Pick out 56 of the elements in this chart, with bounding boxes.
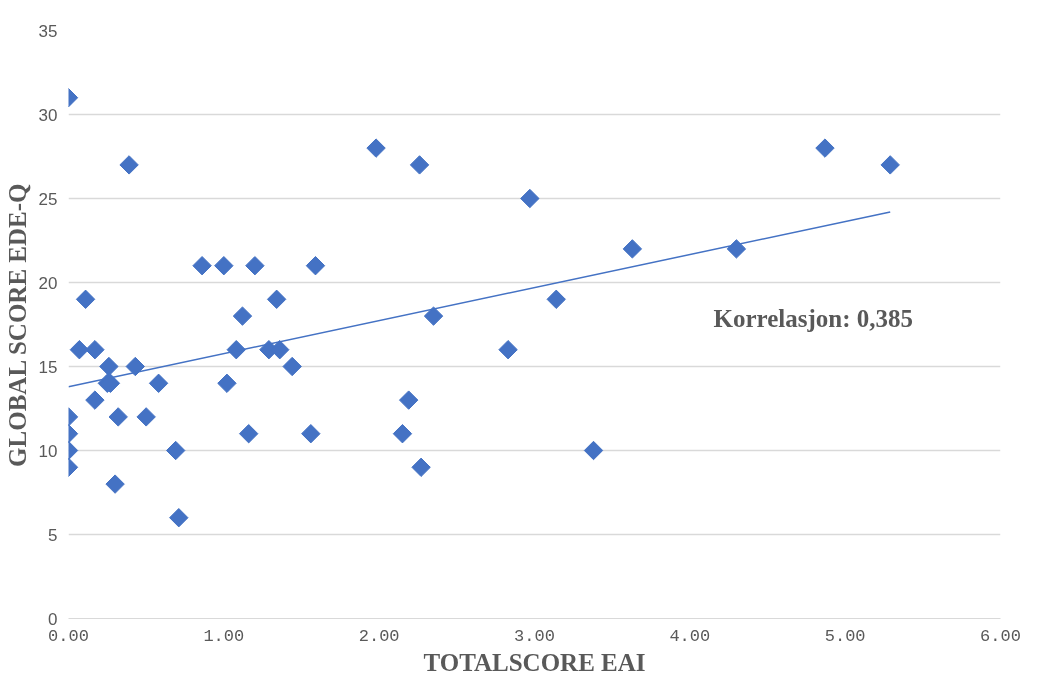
y-tick-label: 30	[38, 105, 58, 125]
point	[192, 256, 212, 276]
point	[245, 256, 265, 276]
point	[226, 340, 246, 360]
point	[99, 356, 119, 377]
point	[217, 373, 237, 393]
point	[622, 239, 643, 259]
point	[398, 390, 419, 410]
x-tick-label: 2.00	[358, 626, 400, 646]
annotation: Korrelasjon: 0,385	[713, 305, 914, 332]
point	[214, 256, 234, 276]
point	[108, 407, 128, 427]
point	[815, 138, 835, 158]
point	[880, 155, 900, 175]
point	[366, 138, 386, 158]
point	[423, 306, 444, 326]
point	[119, 155, 139, 175]
point	[232, 306, 253, 326]
x-tick-label: 4.00	[669, 626, 711, 646]
y-tick-label: 10	[38, 441, 58, 461]
point	[148, 373, 169, 393]
point	[238, 424, 259, 444]
point	[546, 289, 566, 309]
x-tick-label: 3.00	[514, 626, 555, 646]
point	[301, 424, 321, 444]
y-tick-label: 0	[48, 609, 58, 629]
point	[520, 188, 540, 209]
point	[583, 440, 604, 461]
point	[169, 508, 189, 528]
y-axis-title: GLOBAL SCORE EDE-Q	[3, 183, 31, 467]
x-axis-title: TOTALSCORE EAI	[423, 648, 646, 676]
x-tick-label: 1.00	[203, 626, 245, 646]
point	[392, 424, 413, 444]
point	[105, 474, 125, 494]
point	[282, 356, 302, 377]
x-tick-label: 5.00	[824, 626, 866, 646]
x-tick-label: 0.00	[48, 626, 89, 646]
point	[409, 155, 430, 175]
point	[125, 356, 145, 377]
y-tick-label: 5	[48, 525, 58, 545]
x-tick-label: 6.00	[980, 626, 1021, 646]
point	[69, 340, 90, 360]
point	[266, 289, 287, 309]
point	[498, 340, 518, 360]
y-tick-label: 25	[38, 189, 58, 209]
point	[726, 239, 747, 259]
point	[165, 440, 186, 461]
point	[85, 390, 105, 410]
y-tick-label: 20	[38, 273, 58, 293]
point	[85, 340, 105, 360]
point	[136, 407, 156, 427]
y-tick-label: 35	[38, 21, 58, 41]
point	[305, 256, 326, 276]
point	[411, 457, 431, 477]
y-tick-label: 15	[38, 357, 58, 377]
point	[75, 289, 96, 309]
